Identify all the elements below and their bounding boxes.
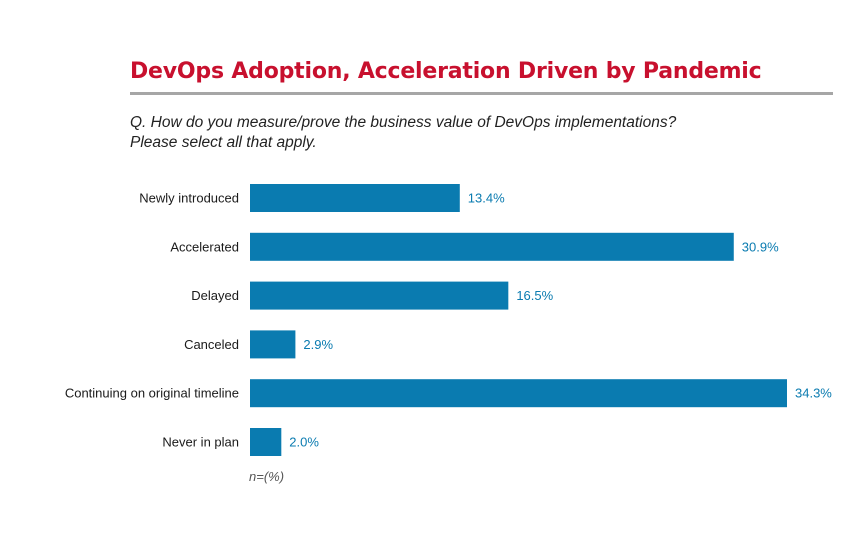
category-label: Continuing on original timeline [65, 386, 239, 401]
value-label: 16.5% [516, 288, 553, 303]
bar [250, 330, 296, 359]
category-label: Never in plan [162, 435, 239, 450]
bar [250, 379, 787, 408]
bar [250, 428, 282, 456]
value-label: 30.9% [742, 239, 779, 254]
category-label: Accelerated [170, 239, 239, 254]
chart-title: DevOps Adoption, Acceleration Driven by … [130, 59, 762, 84]
bar [250, 281, 509, 310]
category-label: Delayed [191, 288, 239, 303]
question-line-1: Q. How do you measure/prove the business… [130, 114, 677, 131]
sample-note: n=(%) [249, 469, 285, 484]
bar [250, 232, 734, 261]
value-label: 2.9% [303, 337, 333, 352]
category-label: Canceled [184, 337, 239, 352]
value-label: 13.4% [468, 191, 505, 206]
question-line-2: Please select all that apply. [130, 134, 317, 151]
survey-question: Q. How do you measure/prove the business… [130, 113, 676, 153]
value-label: 2.0% [289, 435, 319, 450]
value-label: 34.3% [795, 386, 832, 401]
title-divider [130, 92, 833, 95]
bar [250, 184, 460, 212]
category-label: Newly introduced [139, 191, 239, 206]
